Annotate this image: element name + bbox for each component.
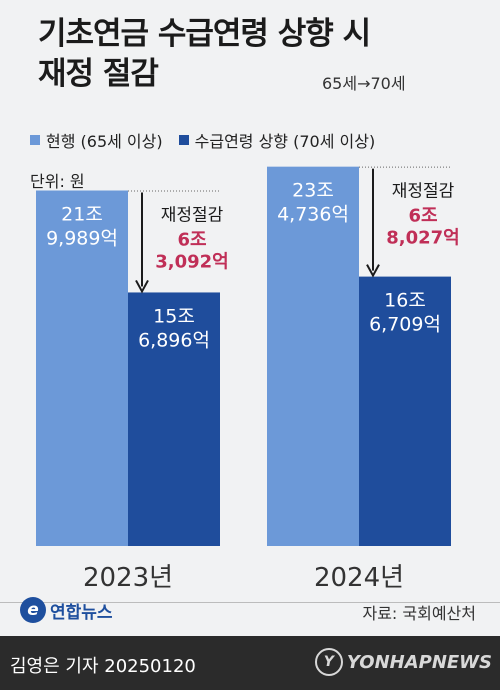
title-line-1: 기초연금 수급연령 상향 시 (38, 16, 371, 52)
yonhap-logo: e 연합뉴스 (20, 597, 113, 623)
reporter-credit: 김영은 기자 20250120 (10, 656, 196, 677)
savings-arrow-head-0 (135, 279, 149, 294)
bar-raised-0 (128, 292, 220, 546)
chart-title: 기초연금 수급연령 상향 시 재정 절감 (38, 14, 371, 94)
bar-label-current-1: 23조 4,736억 (277, 180, 349, 226)
year-label-0: 2023년 (83, 563, 173, 593)
bar-label-raised-0: 15조 6,896억 (138, 305, 210, 351)
legend-swatch-current (30, 135, 40, 145)
title-line-2: 재정 절감 (38, 56, 159, 92)
legend-label-raised: 수급연령 상향 (70세 이상) (194, 132, 376, 151)
bar-chart: 21조 9,989억 15조 6,896억 재정절감 6조 3,092억 2023년 23조 4,… (36, 166, 460, 593)
watermark-icon: Y (314, 648, 343, 676)
legend-swatch-raised (178, 135, 189, 145)
savings-title-1: 재정절감 (392, 182, 455, 202)
year-label-1: 2024년 (314, 563, 404, 593)
savings-value-0: 6조 3,092억 (155, 229, 229, 272)
unit-label: 단위: 원 (30, 172, 85, 191)
legend: 현행 (65세 이상) 수급연령 상향 (70세 이상) (30, 128, 375, 152)
bar-current-1 (267, 166, 359, 546)
legend-item-raised: 수급연령 상향 (70세 이상) (178, 128, 376, 152)
savings-value-1: 6조 8,027억 (386, 206, 460, 249)
yonhap-logo-icon: e (20, 597, 46, 623)
legend-label-current: 현행 (65세 이상) (46, 132, 163, 151)
savings-arrow-head-1 (366, 264, 380, 278)
watermark-text: YONHAPNEWS (346, 651, 492, 673)
bar-current-0 (36, 190, 128, 546)
bar-label-raised-1: 16조 6,709억 (369, 290, 441, 336)
source-note: 자료: 국회예산처 (362, 604, 476, 623)
watermark: Y YONHAPNEWS (314, 648, 492, 676)
subtitle: 65세→70세 (322, 74, 406, 93)
footer-divider (0, 602, 500, 603)
bar-raised-1 (359, 276, 451, 546)
savings-title-0: 재정절감 (161, 205, 224, 225)
legend-item-current: 현행 (65세 이상) (30, 128, 163, 152)
yonhap-logo-text: 연합뉴스 (50, 602, 113, 623)
bar-label-current-0: 21조 9,989억 (46, 203, 118, 249)
footer-bar (0, 636, 500, 690)
